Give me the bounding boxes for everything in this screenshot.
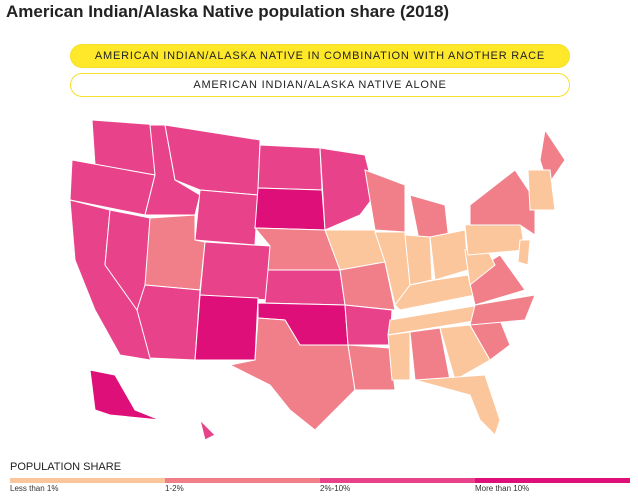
- legend-label: More than 10%: [475, 484, 530, 493]
- state[interactable]: [194, 189, 259, 246]
- legend-swatch: [165, 478, 320, 483]
- legend-title: POPULATION SHARE: [10, 461, 122, 473]
- state[interactable]: [387, 331, 411, 381]
- state[interactable]: [469, 169, 536, 236]
- legend-label: 2%-10%: [320, 484, 351, 493]
- state[interactable]: [527, 169, 556, 211]
- state[interactable]: [264, 269, 346, 306]
- toggle-button[interactable]: AMERICAN INDIAN/ALASKA NATIVE IN COMBINA…: [70, 44, 570, 68]
- state[interactable]: [199, 418, 216, 441]
- state[interactable]: [254, 187, 326, 231]
- state[interactable]: [194, 294, 259, 361]
- state[interactable]: [89, 369, 161, 421]
- legend-swatch: [475, 478, 630, 483]
- state[interactable]: [228, 317, 356, 431]
- state[interactable]: [364, 169, 406, 233]
- state[interactable]: [404, 234, 433, 286]
- legend-label: 1-2%: [165, 484, 184, 493]
- state[interactable]: [136, 284, 201, 361]
- state[interactable]: [257, 144, 323, 191]
- state[interactable]: [199, 241, 271, 301]
- legend-swatch: [10, 478, 165, 483]
- title: American Indian/Alaska Native population…: [6, 2, 450, 21]
- legend-label: Less than 1%: [10, 484, 59, 493]
- state[interactable]: [339, 261, 396, 311]
- state[interactable]: [469, 294, 536, 326]
- legend-swatch: [320, 478, 475, 483]
- toggle-button[interactable]: AMERICAN INDIAN/ALASKA NATIVE ALONE: [70, 73, 570, 97]
- state[interactable]: [344, 304, 393, 346]
- state[interactable]: [347, 344, 396, 391]
- state[interactable]: [517, 239, 531, 266]
- state[interactable]: [414, 374, 501, 436]
- state[interactable]: [319, 147, 376, 231]
- map: [69, 119, 566, 441]
- state[interactable]: [429, 229, 469, 281]
